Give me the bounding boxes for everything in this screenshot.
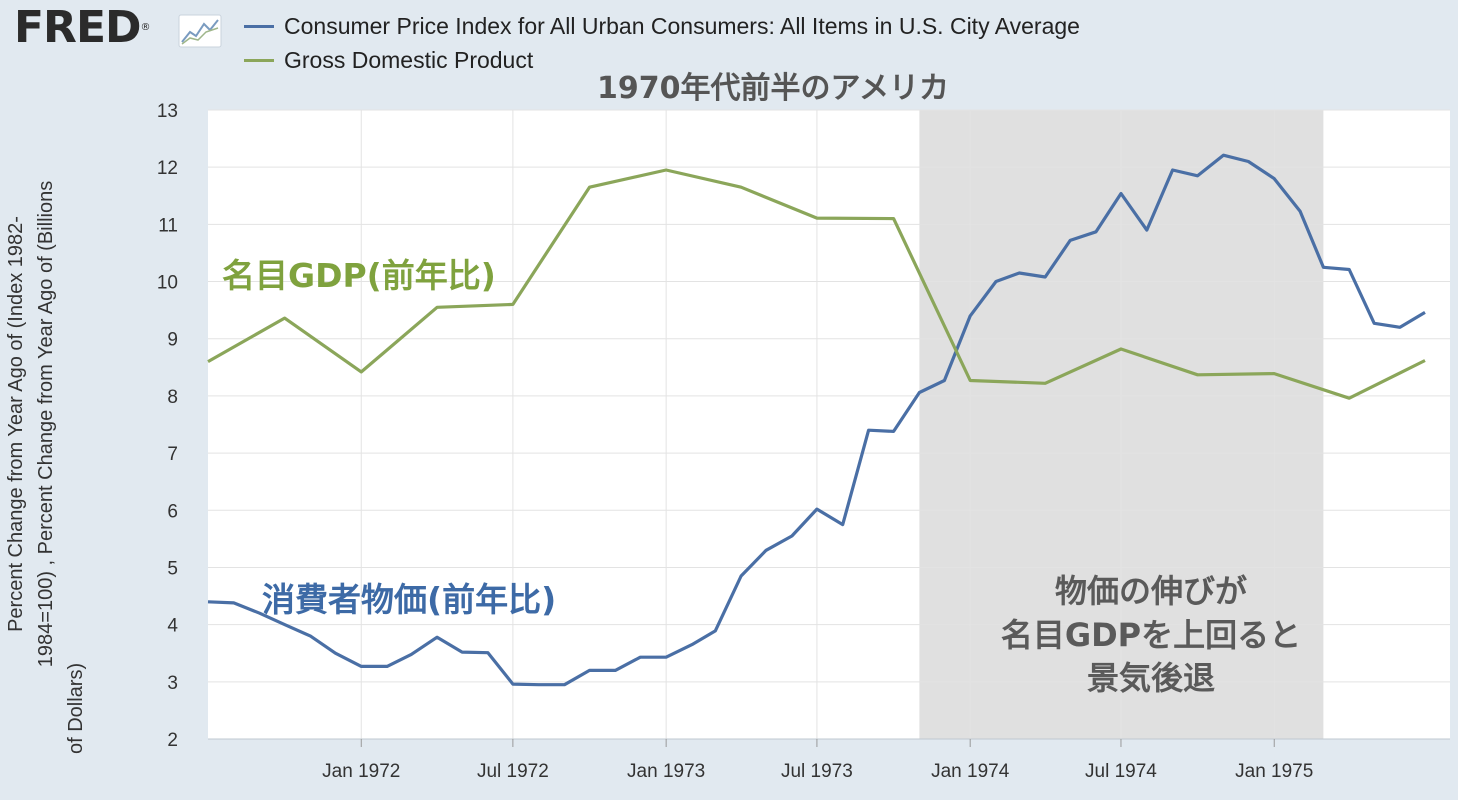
x-tick-label: Jan 1972 — [322, 761, 400, 782]
annotation-recession-line-1: 物価の伸びが — [1055, 572, 1247, 610]
y-tick-label: 6 — [167, 501, 178, 522]
x-tick-label: Jul 1974 — [1085, 761, 1157, 782]
annotation-cpi: 消費者物価(前年比) — [262, 580, 556, 619]
legend-label-gdp: Gross Domestic Product — [284, 46, 534, 73]
y-tick-label: 8 — [167, 387, 178, 408]
x-tick-label: Jan 1975 — [1235, 761, 1313, 782]
legend-swatch-gdp — [244, 58, 274, 62]
fred-logo: FRED® — [14, 2, 151, 53]
y-tick-label: 11 — [158, 215, 178, 236]
annotation-gdp: 名目GDP(前年比) — [222, 256, 496, 295]
y-tick-label: 7 — [167, 444, 178, 465]
legend-item-gdp[interactable]: Gross Domestic Product — [244, 46, 533, 74]
y-tick-label: 3 — [167, 673, 178, 694]
gdp-line[interactable] — [207, 168, 1426, 400]
x-tick-label: Jul 1973 — [781, 761, 853, 782]
legend-item-cpi[interactable]: Consumer Price Index for All Urban Consu… — [244, 12, 1080, 40]
x-tick-label: Jul 1972 — [477, 761, 549, 782]
y-axis-label-line-3: of Dollars) — [65, 663, 87, 754]
chart-title: 1970年代前半のアメリカ — [597, 71, 949, 106]
annotation-recession-line-3: 景気後退 — [1087, 659, 1215, 697]
y-tick-label: 9 — [167, 330, 178, 351]
y-tick-label: 13 — [157, 101, 178, 122]
y-tick-label: 4 — [167, 616, 178, 637]
y-axis-label-line-2: 1984=100) , Percent Change from Year Ago… — [35, 181, 57, 667]
legend-swatch-cpi — [244, 24, 274, 28]
y-axis-label-line-1: Percent Change from Year Ago of (Index 1… — [5, 216, 27, 632]
y-tick-label: 12 — [157, 158, 178, 179]
y-tick-label: 2 — [167, 730, 178, 751]
x-tick-label: Jan 1974 — [931, 761, 1010, 782]
legend-label-cpi: Consumer Price Index for All Urban Consu… — [284, 12, 1080, 39]
line-chart-icon — [178, 14, 222, 48]
cpi-line[interactable] — [207, 153, 1426, 687]
annotation-recession-line-2: 名目GDPを上回ると — [1001, 616, 1301, 654]
x-tick-label: Jan 1973 — [627, 761, 705, 782]
registered-mark: ® — [140, 22, 151, 33]
y-tick-label: 5 — [167, 558, 178, 579]
y-tick-label: 10 — [157, 273, 178, 294]
